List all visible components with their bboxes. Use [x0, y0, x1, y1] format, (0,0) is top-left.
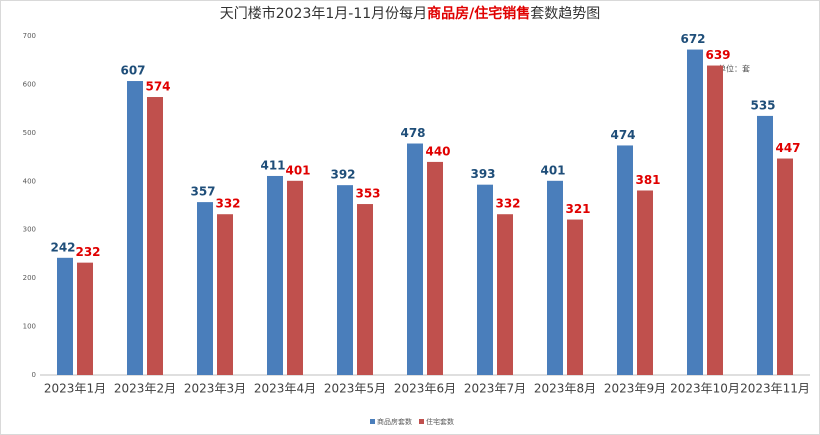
y-tick-label: 100: [23, 323, 36, 331]
bar: [287, 180, 303, 375]
value-label: 672: [680, 32, 705, 46]
bar: [407, 143, 423, 375]
bar: [497, 214, 513, 375]
chart-title: 天门楼市2023年1月-11月份每月商品房/住宅销售套数趋势图: [220, 5, 601, 22]
bar: [77, 262, 93, 375]
x-tick-label: 2023年7月: [464, 382, 526, 396]
bar: [617, 145, 633, 375]
bar: [147, 97, 163, 376]
y-tick-label: 700: [23, 32, 36, 40]
legend-swatch: [419, 419, 424, 424]
bar: [267, 175, 283, 375]
y-tick-label: 600: [23, 80, 36, 88]
value-label: 401: [540, 163, 565, 177]
value-label: 332: [215, 197, 240, 211]
value-label: 607: [120, 64, 145, 78]
x-tick-label: 2023年4月: [254, 382, 316, 396]
bar: [127, 81, 143, 375]
value-label: 242: [50, 240, 75, 254]
value-label: 353: [355, 187, 380, 201]
value-label: 332: [495, 197, 520, 211]
annotation: 单位：套: [718, 64, 750, 74]
bar: [357, 204, 373, 375]
bar: [707, 65, 723, 375]
value-label: 474: [610, 128, 635, 142]
value-label: 478: [400, 126, 425, 140]
bar: [757, 115, 773, 376]
title-part: 套数趋势图: [530, 6, 600, 22]
value-label: 357: [190, 185, 215, 199]
value-label: 447: [775, 141, 800, 155]
y-tick-label: 500: [23, 129, 36, 137]
value-label: 440: [425, 144, 450, 158]
title-part: 商品房/住宅销售: [427, 5, 530, 22]
bar: [217, 214, 233, 375]
value-label: 574: [145, 80, 170, 94]
legend-label: 商品房套数: [377, 417, 412, 426]
bar: [197, 202, 213, 375]
bar: [567, 219, 583, 375]
value-label: 392: [330, 168, 355, 182]
x-tick-label: 2023年6月: [394, 382, 456, 396]
x-tick-label: 2023年10月: [670, 382, 740, 396]
bar: [337, 185, 353, 375]
x-tick-label: 2023年11月: [740, 382, 810, 396]
value-label: 411: [260, 158, 285, 172]
bar: [637, 190, 653, 375]
bar: [477, 184, 493, 375]
bar: [687, 49, 703, 376]
bar: [547, 180, 563, 375]
y-tick-label: 300: [23, 226, 36, 234]
legend-label: 住宅套数: [426, 417, 454, 426]
bar: [57, 257, 73, 375]
y-tick-label: 200: [23, 274, 36, 282]
value-label: 401: [285, 163, 310, 177]
legend-swatch: [370, 419, 375, 424]
value-label: 321: [565, 202, 590, 216]
x-tick-label: 2023年9月: [604, 382, 666, 396]
x-tick-label: 2023年3月: [184, 382, 246, 396]
y-tick-label: 400: [23, 177, 36, 185]
x-tick-label: 2023年8月: [534, 382, 596, 396]
value-label: 232: [75, 245, 100, 259]
value-label: 381: [635, 173, 660, 187]
bar: [777, 158, 793, 375]
x-tick-label: 2023年1月: [44, 382, 106, 396]
bar: [427, 161, 443, 375]
title-part: 天门楼市2023年1月-11月份每月: [220, 5, 427, 22]
x-tick-label: 2023年2月: [114, 382, 176, 396]
value-label: 639: [705, 48, 730, 62]
y-tick-label: 0: [32, 371, 36, 379]
value-label: 535: [750, 98, 775, 112]
value-label: 393: [470, 167, 495, 181]
x-tick-label: 2023年5月: [324, 382, 386, 396]
